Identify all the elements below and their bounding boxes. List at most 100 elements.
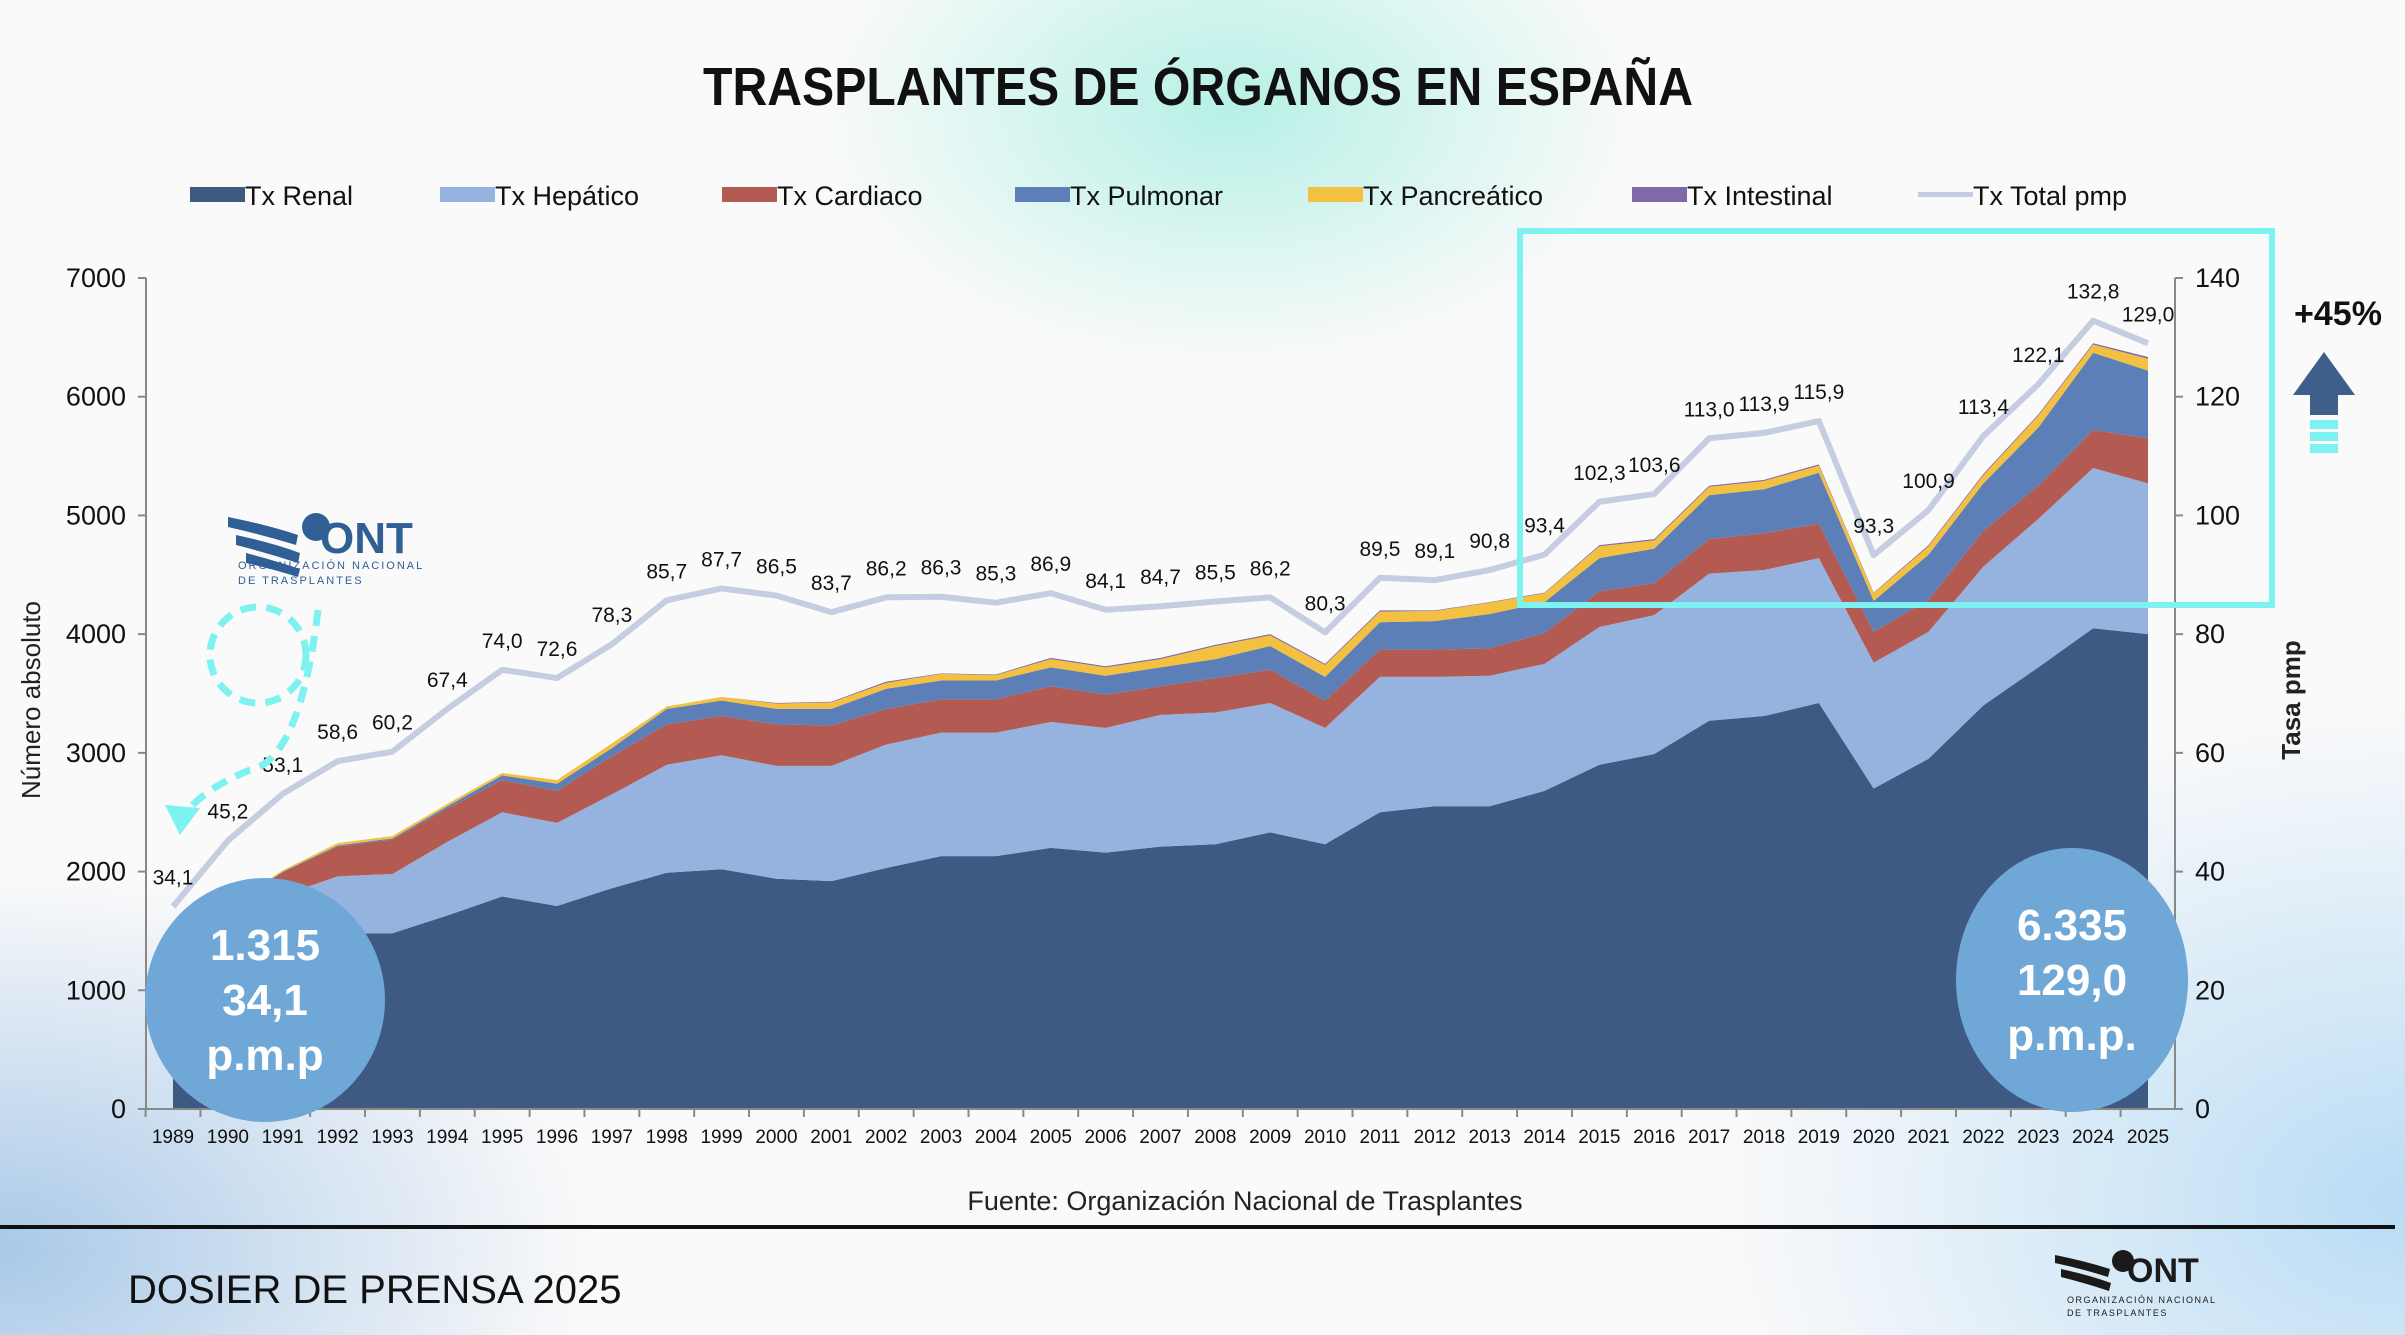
y2-tick-label: 120 <box>2195 382 2240 412</box>
pmp-data-label: 78,3 <box>591 604 632 627</box>
logo-text: ONT <box>320 514 413 563</box>
x-tick-label: 1999 <box>700 1127 742 1148</box>
x-tick-label: 2012 <box>1414 1127 1456 1148</box>
pmp-data-label: 90,8 <box>1469 530 1510 553</box>
axes: 0 1000 2000 3000 4000 5000 6000 7000 0 20 40 60 80 10… <box>66 263 2240 1148</box>
pmp-data-label: 86,2 <box>866 557 907 580</box>
legend-swatch <box>722 187 777 202</box>
pmp-data-label: 60,2 <box>372 712 413 735</box>
pmp-data-label: 85,3 <box>975 563 1016 586</box>
legend-swatch <box>1015 187 1070 202</box>
y-tick-label: 1000 <box>66 975 126 1005</box>
area-layers <box>173 343 2148 1109</box>
x-tick-label: 2018 <box>1743 1127 1785 1148</box>
pmp-data-label: 87,7 <box>701 548 742 571</box>
dashed-arrow-decoration <box>165 603 322 835</box>
y2-tick-label: 100 <box>2195 500 2240 530</box>
x-tick-label: 2001 <box>810 1127 852 1148</box>
pmp-data-label: 93,3 <box>1853 515 1894 538</box>
end-unit: p.m.p. <box>2007 1011 2137 1060</box>
x-tick-label: 1998 <box>646 1127 688 1148</box>
legend-label: Tx Intestinal <box>1687 181 1833 211</box>
logo-subtitle-1: ORGANIZACIÓN NACIONAL <box>238 559 424 572</box>
legend-label: Tx Renal <box>245 181 353 211</box>
start-unit: p.m.p <box>206 1031 323 1080</box>
pmp-data-label: 34,1 <box>153 867 194 890</box>
pmp-data-label: 113,0 <box>1684 398 1735 421</box>
pmp-data-label: 67,4 <box>427 669 468 692</box>
legend-item: Tx Intestinal <box>1632 181 1833 211</box>
source-note: Fuente: Organización Nacional de Traspla… <box>967 1186 1522 1216</box>
area-tx-renal <box>173 628 2148 1109</box>
pmp-data-label: 83,7 <box>811 572 852 595</box>
y-tick-label: 0 <box>111 1094 126 1124</box>
legend-item: Tx Renal <box>190 181 353 211</box>
footer-logo-subtitle-2: DE TRASPLANTES <box>2067 1308 2168 1318</box>
x-tick-label: 2024 <box>2072 1127 2115 1148</box>
y-axis-label: Número absoluto <box>16 601 46 799</box>
pmp-data-label: 45,2 <box>207 801 248 824</box>
x-tick-label: 2008 <box>1194 1127 1236 1148</box>
y2-tick-label: 80 <box>2195 619 2225 649</box>
legend-swatch <box>190 187 245 202</box>
pmp-data-label: 93,4 <box>1524 515 1565 538</box>
pmp-data-label: 84,7 <box>1140 566 1181 589</box>
start-pmp: 34,1 <box>222 976 308 1025</box>
growth-label: +45% <box>2294 295 2382 333</box>
legend-item: Tx Hepático <box>440 181 639 211</box>
pmp-data-label: 84,1 <box>1085 570 1126 593</box>
footer-title: DOSIER DE PRENSA 2025 <box>128 1268 622 1312</box>
x-tick-label: 1991 <box>262 1127 304 1148</box>
y2-tick-label: 40 <box>2195 857 2225 887</box>
legend-swatch <box>1308 187 1363 202</box>
end-total: 6.335 <box>2017 901 2127 950</box>
pmp-data-label: 100,9 <box>1902 470 1955 493</box>
pmp-data-label: 102,3 <box>1573 462 1626 485</box>
y2-tick-label: 0 <box>2195 1094 2210 1124</box>
pmp-data-label: 115,9 <box>1793 381 1844 404</box>
y-tick-label: 5000 <box>66 500 126 530</box>
pmp-data-label: 85,5 <box>1195 561 1236 584</box>
pmp-data-label: 89,1 <box>1414 540 1455 563</box>
pmp-data-label: 89,5 <box>1360 538 1401 561</box>
x-tick-label: 1995 <box>481 1127 523 1148</box>
pmp-line: 34,145,253,158,6 60,267,474,0 72,678,385,7… <box>153 281 2174 909</box>
x-tick-label: 2011 <box>1360 1127 1401 1148</box>
pmp-data-label: 113,9 <box>1738 393 1789 416</box>
footer-divider <box>0 1225 2395 1229</box>
x-tick-label: 1994 <box>426 1127 469 1148</box>
y-tick-label: 2000 <box>66 857 126 887</box>
x-tick-label: 2005 <box>1030 1127 1072 1148</box>
x-tick-label: 2003 <box>920 1127 962 1148</box>
legend-item: Tx Pulmonar <box>1015 181 1223 211</box>
pmp-data-label: 113,4 <box>1958 396 2009 419</box>
y2-tick-label: 60 <box>2195 738 2225 768</box>
legend-swatch <box>1918 192 1973 197</box>
pmp-data-label: 74,0 <box>482 630 523 653</box>
chart-title: TRASPLANTES DE ÓRGANOS EN ESPAÑA <box>703 57 1693 117</box>
pmp-data-label: 86,2 <box>1250 557 1291 580</box>
y-tick-label: 4000 <box>66 619 126 649</box>
x-tick-label: 1989 <box>152 1127 194 1148</box>
start-total: 1.315 <box>210 921 320 970</box>
legend-item: Tx Total pmp <box>1918 181 2127 211</box>
legend: Tx Renal Tx Hepático Tx Cardiaco Tx Pulmona… <box>190 181 2127 211</box>
arrow-up-icon <box>2293 352 2355 453</box>
x-tick-label: 2020 <box>1853 1127 1895 1148</box>
x-tick-label: 1992 <box>316 1127 358 1148</box>
x-tick-label: 1996 <box>536 1127 578 1148</box>
legend-label: Tx Cardiaco <box>777 181 923 211</box>
legend-swatch <box>1632 187 1687 202</box>
x-tick-label: 2025 <box>2127 1127 2169 1148</box>
legend-item: Tx Cardiaco <box>722 181 923 211</box>
start-bubble: 1.315 34,1 p.m.p <box>145 878 385 1122</box>
x-tick-label: 2000 <box>755 1127 797 1148</box>
footer-logo-subtitle-1: ORGANIZACIÓN NACIONAL <box>2067 1295 2217 1305</box>
y-tick-label: 3000 <box>66 738 126 768</box>
pmp-data-label: 86,3 <box>921 557 962 580</box>
pmp-data-label: 58,6 <box>317 721 358 744</box>
x-tick-label: 1997 <box>591 1127 633 1148</box>
pmp-data-label: 72,6 <box>537 638 578 661</box>
pmp-data-label: 86,9 <box>1030 553 1071 576</box>
